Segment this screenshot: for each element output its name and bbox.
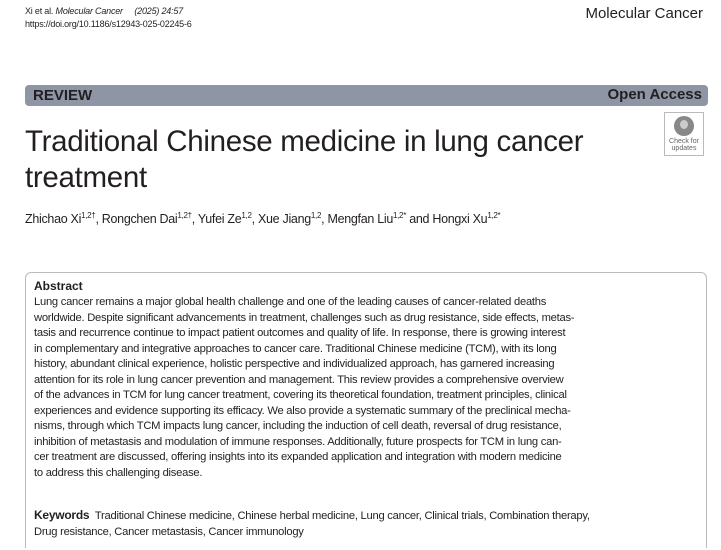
author-separator: and bbox=[406, 212, 433, 227]
check-updates-icon bbox=[674, 116, 694, 136]
author-separator: , bbox=[95, 212, 102, 227]
author-name[interactable]: Yufei Ze bbox=[197, 212, 242, 227]
abstract-line: in complementary and integrative approac… bbox=[34, 342, 557, 355]
abstract-box bbox=[25, 272, 707, 548]
author-affiliation: 1,2 bbox=[310, 211, 322, 220]
abstract-line: experiences and evidence supporting its … bbox=[34, 404, 571, 417]
author-separator: , bbox=[321, 212, 328, 227]
abstract-line: attention for its role in lung cancer pr… bbox=[34, 373, 564, 386]
citation-authors: Xi et al. bbox=[25, 6, 54, 16]
keywords-label: Keywords bbox=[34, 508, 90, 522]
author-affiliation: 1,2* bbox=[392, 211, 407, 220]
author-name[interactable]: Rongchen Dai bbox=[101, 212, 178, 227]
check-updates-text2: updates bbox=[671, 145, 697, 152]
author-name[interactable]: Hongxi Xu bbox=[432, 212, 488, 227]
article-type: REVIEW bbox=[33, 87, 93, 104]
article-type-bar: REVIEW Open Access bbox=[25, 85, 708, 106]
abstract-line: to address this challenging disease. bbox=[34, 466, 203, 479]
open-access-label: Open Access bbox=[607, 86, 703, 103]
abstract-line: of the advances in TCM for lung cancer t… bbox=[34, 389, 567, 401]
author-list: Zhichao Xi1,2†, Rongchen Dai1,2†, Yufei … bbox=[25, 211, 501, 227]
abstract-line: Lung cancer remains a major global healt… bbox=[34, 296, 547, 308]
author-separator: , bbox=[251, 212, 258, 227]
author-affiliation: 1,2 bbox=[241, 211, 252, 220]
abstract-line: inhibition of metastasis and modulation … bbox=[34, 435, 562, 448]
article-title: Traditional Chinese medicine in lung can… bbox=[25, 125, 584, 194]
author-separator: , bbox=[191, 212, 198, 227]
check-updates-text: Check for bbox=[669, 138, 699, 145]
citation-volume: (2025) 24:57 bbox=[134, 6, 184, 16]
abstract-line: cer treatment are discussed, offering in… bbox=[34, 451, 562, 463]
abstract-line: nisms, through which TCM impacts lung ca… bbox=[34, 420, 562, 432]
citation-journal: Molecular Cancer bbox=[55, 6, 124, 16]
abstract-heading: Abstract bbox=[34, 279, 83, 293]
doi-link[interactable]: https://doi.org/10.1186/s12943-025-02245… bbox=[25, 19, 192, 29]
keywords: Keywords Traditional Chinese medicine, C… bbox=[34, 508, 590, 540]
author-affiliation: 1,2* bbox=[487, 211, 501, 220]
journal-name: Molecular Cancer bbox=[585, 5, 703, 22]
author-name[interactable]: Zhichao Xi bbox=[25, 212, 82, 227]
author-affiliation: 1,2† bbox=[177, 211, 192, 220]
author-affiliation: 1,2† bbox=[81, 211, 96, 220]
abstract-line: worldwide. Despite significant advanceme… bbox=[34, 311, 575, 324]
keywords-line2: Drug resistance, Cancer metastasis, Canc… bbox=[34, 525, 304, 538]
abstract-line: tasis and recurrence continue to impact … bbox=[34, 327, 566, 339]
check-for-updates-button[interactable]: Check for updates bbox=[664, 112, 704, 156]
keywords-line1: Traditional Chinese medicine, Chinese he… bbox=[94, 510, 590, 522]
abstract-line: history, abundant clinical experience, h… bbox=[34, 358, 555, 370]
abstract-body: Lung cancer remains a major global healt… bbox=[34, 295, 575, 481]
author-name[interactable]: Mengfan Liu bbox=[327, 212, 393, 227]
author-name[interactable]: Xue Jiang bbox=[257, 212, 311, 227]
citation: Xi et al. Molecular Cancer (2025) 24:57 … bbox=[25, 5, 192, 31]
